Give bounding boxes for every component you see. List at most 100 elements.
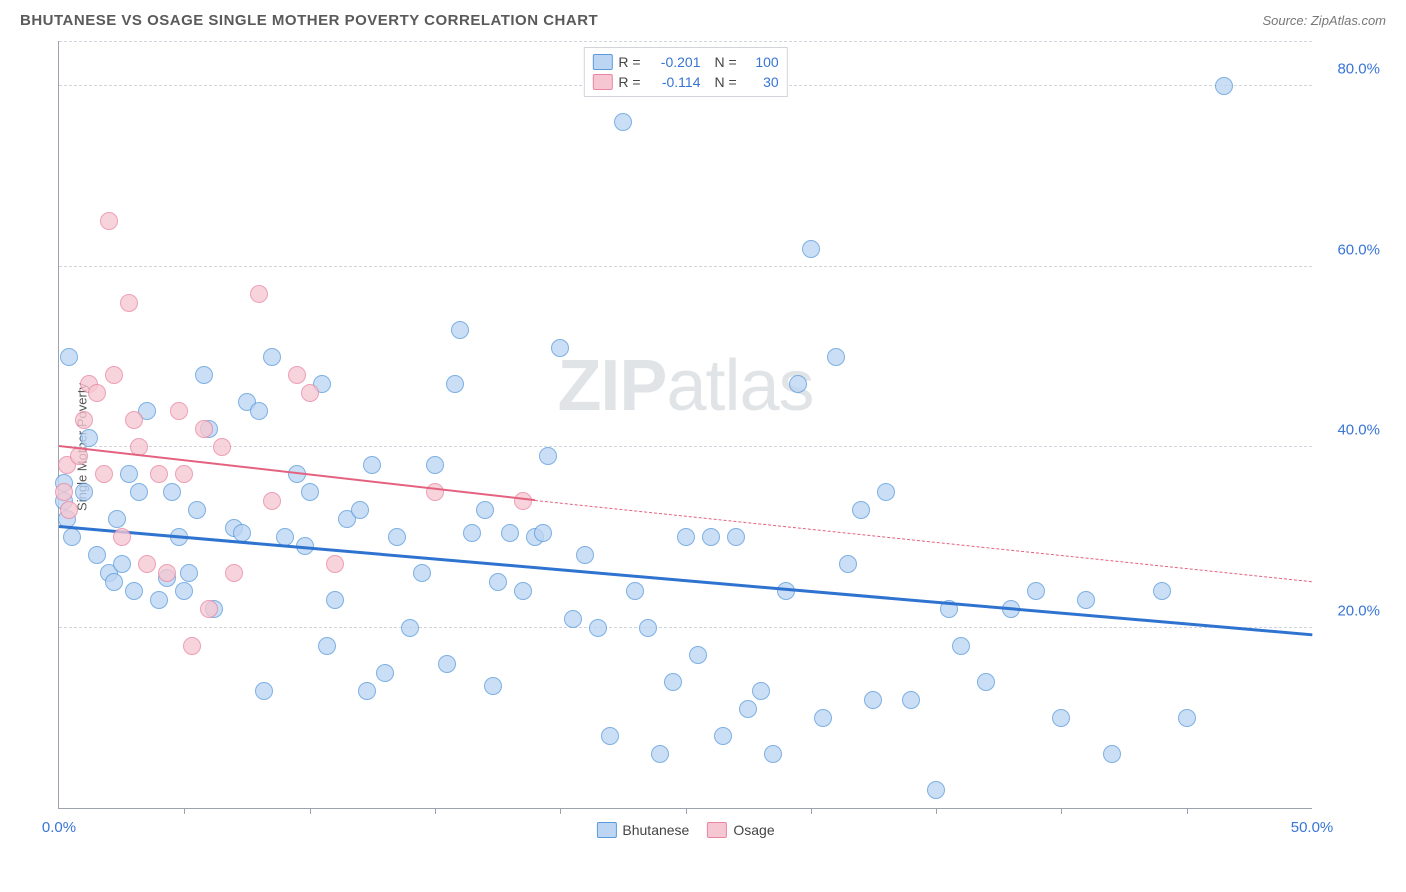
scatter-point bbox=[539, 447, 557, 465]
scatter-point bbox=[413, 564, 431, 582]
legend-swatch bbox=[707, 822, 727, 838]
scatter-point bbox=[75, 411, 93, 429]
scatter-point bbox=[564, 610, 582, 628]
scatter-point bbox=[852, 501, 870, 519]
scatter-point bbox=[120, 465, 138, 483]
scatter-point bbox=[614, 113, 632, 131]
scatter-point bbox=[551, 339, 569, 357]
legend-r-value: -0.201 bbox=[647, 54, 701, 70]
scatter-point bbox=[130, 483, 148, 501]
x-tick bbox=[811, 808, 812, 814]
scatter-point bbox=[664, 673, 682, 691]
scatter-point bbox=[105, 366, 123, 384]
scatter-point bbox=[200, 600, 218, 618]
scatter-point bbox=[764, 745, 782, 763]
y-tick-label: 60.0% bbox=[1320, 241, 1380, 258]
scatter-point bbox=[175, 582, 193, 600]
scatter-point bbox=[63, 528, 81, 546]
scatter-point bbox=[484, 677, 502, 695]
plot-area: ZIPatlas R =-0.201N =100R =-0.114N =30 B… bbox=[58, 41, 1312, 809]
x-tick bbox=[1061, 808, 1062, 814]
scatter-point bbox=[426, 456, 444, 474]
gridline bbox=[59, 41, 1312, 42]
scatter-point bbox=[927, 781, 945, 799]
scatter-point bbox=[1052, 709, 1070, 727]
legend-r-value: -0.114 bbox=[647, 74, 701, 90]
x-tick bbox=[936, 808, 937, 814]
scatter-point bbox=[150, 591, 168, 609]
scatter-point bbox=[125, 411, 143, 429]
scatter-point bbox=[263, 348, 281, 366]
scatter-point bbox=[88, 546, 106, 564]
x-tick bbox=[1187, 808, 1188, 814]
legend-row: R = -0.114 N = 30 bbox=[592, 72, 778, 92]
scatter-point bbox=[195, 366, 213, 384]
scatter-point bbox=[388, 528, 406, 546]
x-tick bbox=[560, 808, 561, 814]
legend-label: Osage bbox=[733, 822, 774, 838]
scatter-point bbox=[576, 546, 594, 564]
scatter-point bbox=[55, 483, 73, 501]
legend-n-value: 30 bbox=[743, 74, 779, 90]
y-tick-label: 40.0% bbox=[1320, 422, 1380, 439]
scatter-point bbox=[225, 564, 243, 582]
scatter-point bbox=[60, 348, 78, 366]
scatter-point bbox=[376, 664, 394, 682]
scatter-point bbox=[451, 321, 469, 339]
scatter-point bbox=[105, 573, 123, 591]
scatter-point bbox=[714, 727, 732, 745]
scatter-point bbox=[326, 591, 344, 609]
scatter-point bbox=[727, 528, 745, 546]
gridline bbox=[59, 266, 1312, 267]
scatter-point bbox=[514, 492, 532, 510]
x-tick bbox=[184, 808, 185, 814]
scatter-point bbox=[301, 384, 319, 402]
scatter-point bbox=[120, 294, 138, 312]
scatter-point bbox=[180, 564, 198, 582]
scatter-point bbox=[100, 212, 118, 230]
scatter-point bbox=[739, 700, 757, 718]
scatter-point bbox=[864, 691, 882, 709]
legend-n-label: N = bbox=[715, 74, 737, 90]
chart-header: BHUTANESE VS OSAGE SINGLE MOTHER POVERTY… bbox=[12, 12, 1394, 37]
legend-swatch bbox=[592, 74, 612, 90]
legend-item: Osage bbox=[707, 822, 774, 838]
scatter-point bbox=[589, 619, 607, 637]
scatter-point bbox=[60, 501, 78, 519]
legend-item: Bhutanese bbox=[596, 822, 689, 838]
x-tick bbox=[686, 808, 687, 814]
scatter-point bbox=[626, 582, 644, 600]
x-tick-label: 0.0% bbox=[42, 819, 76, 836]
gridline bbox=[59, 627, 1312, 628]
scatter-point bbox=[902, 691, 920, 709]
scatter-point bbox=[601, 727, 619, 745]
scatter-point bbox=[501, 524, 519, 542]
legend-row: R =-0.201N =100 bbox=[592, 52, 778, 72]
scatter-point bbox=[138, 555, 156, 573]
scatter-point bbox=[163, 483, 181, 501]
scatter-point bbox=[263, 492, 281, 510]
legend-r-label: R = bbox=[618, 74, 640, 90]
scatter-point bbox=[789, 375, 807, 393]
chart-container: Single Mother Poverty ZIPatlas R =-0.201… bbox=[12, 37, 1392, 857]
scatter-point bbox=[802, 240, 820, 258]
legend-swatch bbox=[592, 54, 612, 70]
legend-r-label: R = bbox=[618, 54, 640, 70]
scatter-point bbox=[1077, 591, 1095, 609]
y-tick-label: 20.0% bbox=[1320, 602, 1380, 619]
scatter-point bbox=[175, 465, 193, 483]
scatter-point bbox=[326, 555, 344, 573]
scatter-point bbox=[80, 429, 98, 447]
scatter-point bbox=[213, 438, 231, 456]
source-attribution: Source: ZipAtlas.com bbox=[1262, 13, 1386, 28]
chart-title: BHUTANESE VS OSAGE SINGLE MOTHER POVERTY… bbox=[20, 12, 598, 29]
legend-label: Bhutanese bbox=[622, 822, 689, 838]
scatter-point bbox=[651, 745, 669, 763]
scatter-point bbox=[363, 456, 381, 474]
scatter-point bbox=[1153, 582, 1171, 600]
scatter-point bbox=[514, 582, 532, 600]
legend-n-label: N = bbox=[715, 54, 737, 70]
scatter-point bbox=[827, 348, 845, 366]
scatter-point bbox=[401, 619, 419, 637]
scatter-point bbox=[702, 528, 720, 546]
